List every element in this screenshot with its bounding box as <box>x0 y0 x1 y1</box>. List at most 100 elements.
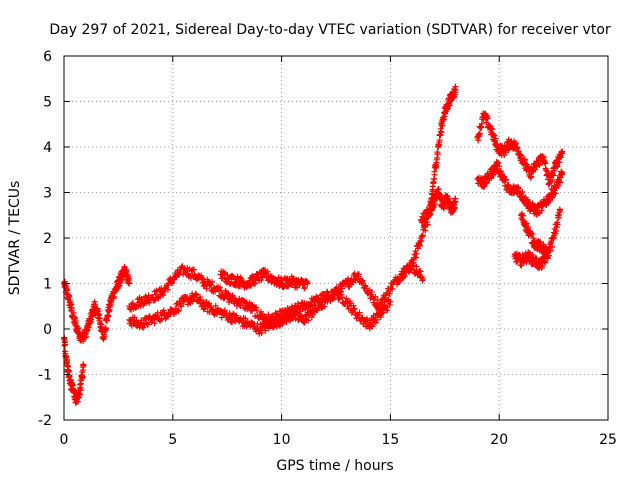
data-point <box>383 303 390 310</box>
data-point <box>216 284 223 291</box>
data-point <box>520 212 527 219</box>
data-point <box>241 304 248 311</box>
data-point <box>351 276 358 283</box>
data-point <box>157 317 164 324</box>
x-tick-label: 15 <box>381 432 399 448</box>
data-point <box>203 285 210 292</box>
data-point <box>495 159 502 166</box>
data-point <box>316 299 323 306</box>
data-point <box>192 290 199 297</box>
data-point <box>377 314 384 321</box>
data-point <box>335 296 342 303</box>
data-point <box>154 294 161 301</box>
data-point <box>102 324 109 331</box>
data-point <box>529 251 536 258</box>
data-point <box>417 268 424 275</box>
data-point <box>525 224 532 231</box>
data-point <box>356 309 363 316</box>
data-point <box>193 291 200 298</box>
data-point <box>80 362 87 369</box>
series-track-g <box>417 186 459 226</box>
data-point <box>542 160 549 167</box>
data-point <box>258 329 265 336</box>
data-point <box>198 274 205 281</box>
data-point <box>536 160 543 167</box>
data-point <box>374 316 381 323</box>
data-point <box>158 316 165 323</box>
data-point <box>294 300 301 307</box>
data-point <box>372 293 379 300</box>
y-tick-label: -2 <box>38 413 52 429</box>
data-point <box>268 319 275 326</box>
data-point <box>264 268 271 275</box>
data-point <box>476 130 483 137</box>
data-point <box>400 271 407 278</box>
data-point <box>424 214 431 221</box>
y-tick-label: 5 <box>43 95 52 111</box>
x-tick-label: 0 <box>60 432 69 448</box>
data-point <box>175 272 182 279</box>
data-point <box>148 319 155 326</box>
data-point <box>434 151 441 158</box>
data-point <box>546 198 553 205</box>
data-point <box>140 324 147 331</box>
data-point <box>305 317 312 324</box>
y-tick-label: 4 <box>43 140 52 156</box>
data-point <box>146 299 153 306</box>
data-point <box>350 302 357 309</box>
data-point <box>345 305 352 312</box>
data-point <box>503 176 510 183</box>
data-point <box>523 220 530 227</box>
data-point <box>230 310 237 317</box>
data-point <box>276 322 283 329</box>
x-tick-label: 5 <box>168 432 177 448</box>
data-marks <box>61 83 566 406</box>
axis-ticks: 0 5 10 15 20 25 -2 -1 0 1 2 3 4 5 6 <box>38 49 617 448</box>
data-point <box>253 304 260 311</box>
data-point <box>279 320 286 327</box>
data-point <box>557 207 564 214</box>
series-track-j <box>511 206 564 272</box>
data-point <box>410 262 417 269</box>
data-point <box>413 263 420 270</box>
data-point <box>229 319 236 326</box>
x-tick-label: 25 <box>599 432 617 448</box>
data-point <box>126 280 133 287</box>
data-point <box>301 284 308 291</box>
data-point <box>556 178 563 185</box>
data-point <box>555 182 562 189</box>
y-tick-label: 1 <box>43 277 52 293</box>
y-tick-label: 0 <box>43 322 52 338</box>
data-point <box>407 266 414 273</box>
data-point <box>389 285 396 292</box>
data-point <box>209 278 216 285</box>
data-point <box>496 163 503 170</box>
series-track-b <box>61 334 87 406</box>
data-point <box>224 317 231 324</box>
data-point <box>68 305 75 312</box>
y-tick-label: -1 <box>38 368 52 384</box>
data-point <box>432 200 439 207</box>
data-point <box>549 243 556 250</box>
data-point <box>299 313 306 320</box>
data-point <box>268 319 275 326</box>
data-point <box>438 129 445 136</box>
data-point <box>528 173 535 180</box>
data-point <box>265 325 272 332</box>
chart-title: Day 297 of 2021, Sidereal Day-to-day VTE… <box>49 22 611 38</box>
data-point <box>253 307 260 314</box>
data-point <box>369 323 376 330</box>
data-point <box>68 301 75 308</box>
data-point <box>178 303 185 310</box>
data-point <box>77 387 84 394</box>
data-point <box>358 315 365 322</box>
data-point <box>92 301 99 308</box>
data-point <box>403 269 410 276</box>
data-point <box>334 287 341 294</box>
data-point <box>452 198 459 205</box>
data-point <box>164 286 171 293</box>
data-point <box>355 271 362 278</box>
series-track-k <box>517 210 551 258</box>
data-point <box>140 300 147 307</box>
data-point <box>221 307 228 314</box>
